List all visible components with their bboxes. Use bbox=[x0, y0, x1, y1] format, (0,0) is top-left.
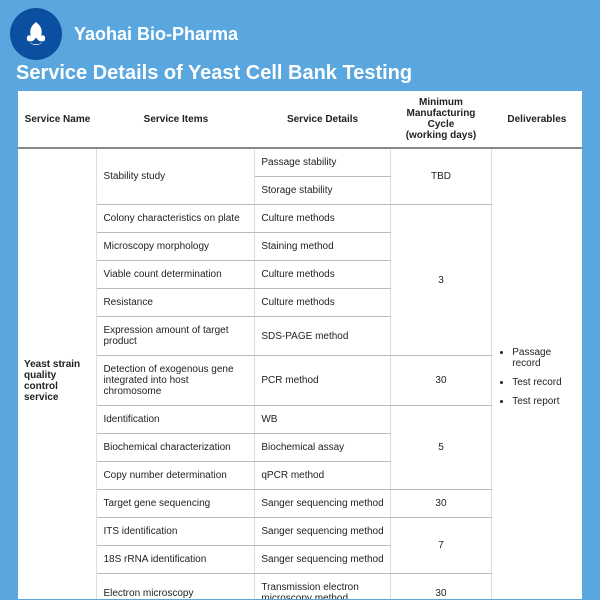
cell-deliverables: Passage record Test record Test report bbox=[492, 148, 582, 599]
cell-service-item: Biochemical characterization bbox=[97, 434, 255, 462]
page-title: Service Details of Yeast Cell Bank Testi… bbox=[0, 60, 600, 91]
cell-service-detail: Sanger sequencing method bbox=[255, 546, 390, 574]
cell-service-item: ITS identification bbox=[97, 518, 255, 546]
table-container: Service Name Service Items Service Detai… bbox=[18, 91, 582, 599]
cell-service-item: Microscopy morphology bbox=[97, 233, 255, 261]
th-deliverables: Deliverables bbox=[492, 91, 582, 148]
cell-service-item: 18S rRNA identification bbox=[97, 546, 255, 574]
th-service-items: Service Items bbox=[97, 91, 255, 148]
cell-service-name: Yeast strain quality control service bbox=[18, 148, 97, 599]
cell-service-detail: WB bbox=[255, 406, 390, 434]
cell-cycle: 30 bbox=[390, 574, 492, 600]
cell-service-item: Resistance bbox=[97, 289, 255, 317]
cell-service-item: Stability study bbox=[97, 148, 255, 205]
cell-service-detail: Transmission electron microscopy method bbox=[255, 574, 390, 600]
company-name: Yaohai Bio-Pharma bbox=[74, 24, 238, 45]
services-table: Service Name Service Items Service Detai… bbox=[18, 91, 582, 599]
table-row: Yeast strain quality control serviceStab… bbox=[18, 148, 582, 177]
cell-service-detail: Culture methods bbox=[255, 261, 390, 289]
cell-service-detail: Passage stability bbox=[255, 148, 390, 177]
cell-service-item: Electron microscopy bbox=[97, 574, 255, 600]
cell-service-item: Identification bbox=[97, 406, 255, 434]
cell-service-detail: PCR method bbox=[255, 356, 390, 406]
cell-service-detail: Staining method bbox=[255, 233, 390, 261]
cell-service-detail: Sanger sequencing method bbox=[255, 518, 390, 546]
cell-service-detail: Storage stability bbox=[255, 177, 390, 205]
deliverable-item: Test report bbox=[512, 396, 576, 407]
cell-service-item: Colony characteristics on plate bbox=[97, 205, 255, 233]
logo bbox=[10, 8, 62, 60]
cell-service-item: Target gene sequencing bbox=[97, 490, 255, 518]
th-cycle-sub: (working days) bbox=[406, 130, 477, 141]
cell-cycle: 30 bbox=[390, 490, 492, 518]
cell-cycle: 7 bbox=[390, 518, 492, 574]
cell-service-item: Copy number determination bbox=[97, 462, 255, 490]
th-service-name: Service Name bbox=[18, 91, 97, 148]
cell-service-item: Expression amount of target product bbox=[97, 317, 255, 356]
cell-service-item: Detection of exogenous gene integrated i… bbox=[97, 356, 255, 406]
header: Yaohai Bio-Pharma bbox=[0, 0, 600, 60]
cell-cycle: 3 bbox=[390, 205, 492, 356]
cell-service-item: Viable count determination bbox=[97, 261, 255, 289]
th-cycle: Minimum Manufacturing Cycle (working day… bbox=[390, 91, 492, 148]
deliverable-item: Passage record bbox=[512, 347, 576, 369]
dove-hands-icon bbox=[19, 17, 53, 51]
cell-service-detail: Culture methods bbox=[255, 289, 390, 317]
cell-service-detail: SDS-PAGE method bbox=[255, 317, 390, 356]
cell-service-detail: Culture methods bbox=[255, 205, 390, 233]
th-service-details: Service Details bbox=[255, 91, 390, 148]
cell-service-detail: Biochemical assay bbox=[255, 434, 390, 462]
cell-cycle: 30 bbox=[390, 356, 492, 406]
cell-cycle: 5 bbox=[390, 406, 492, 490]
deliverable-item: Test record bbox=[512, 377, 576, 388]
th-cycle-label: Minimum Manufacturing Cycle bbox=[407, 97, 476, 130]
cell-service-detail: Sanger sequencing method bbox=[255, 490, 390, 518]
cell-service-detail: qPCR method bbox=[255, 462, 390, 490]
cell-cycle: TBD bbox=[390, 148, 492, 205]
